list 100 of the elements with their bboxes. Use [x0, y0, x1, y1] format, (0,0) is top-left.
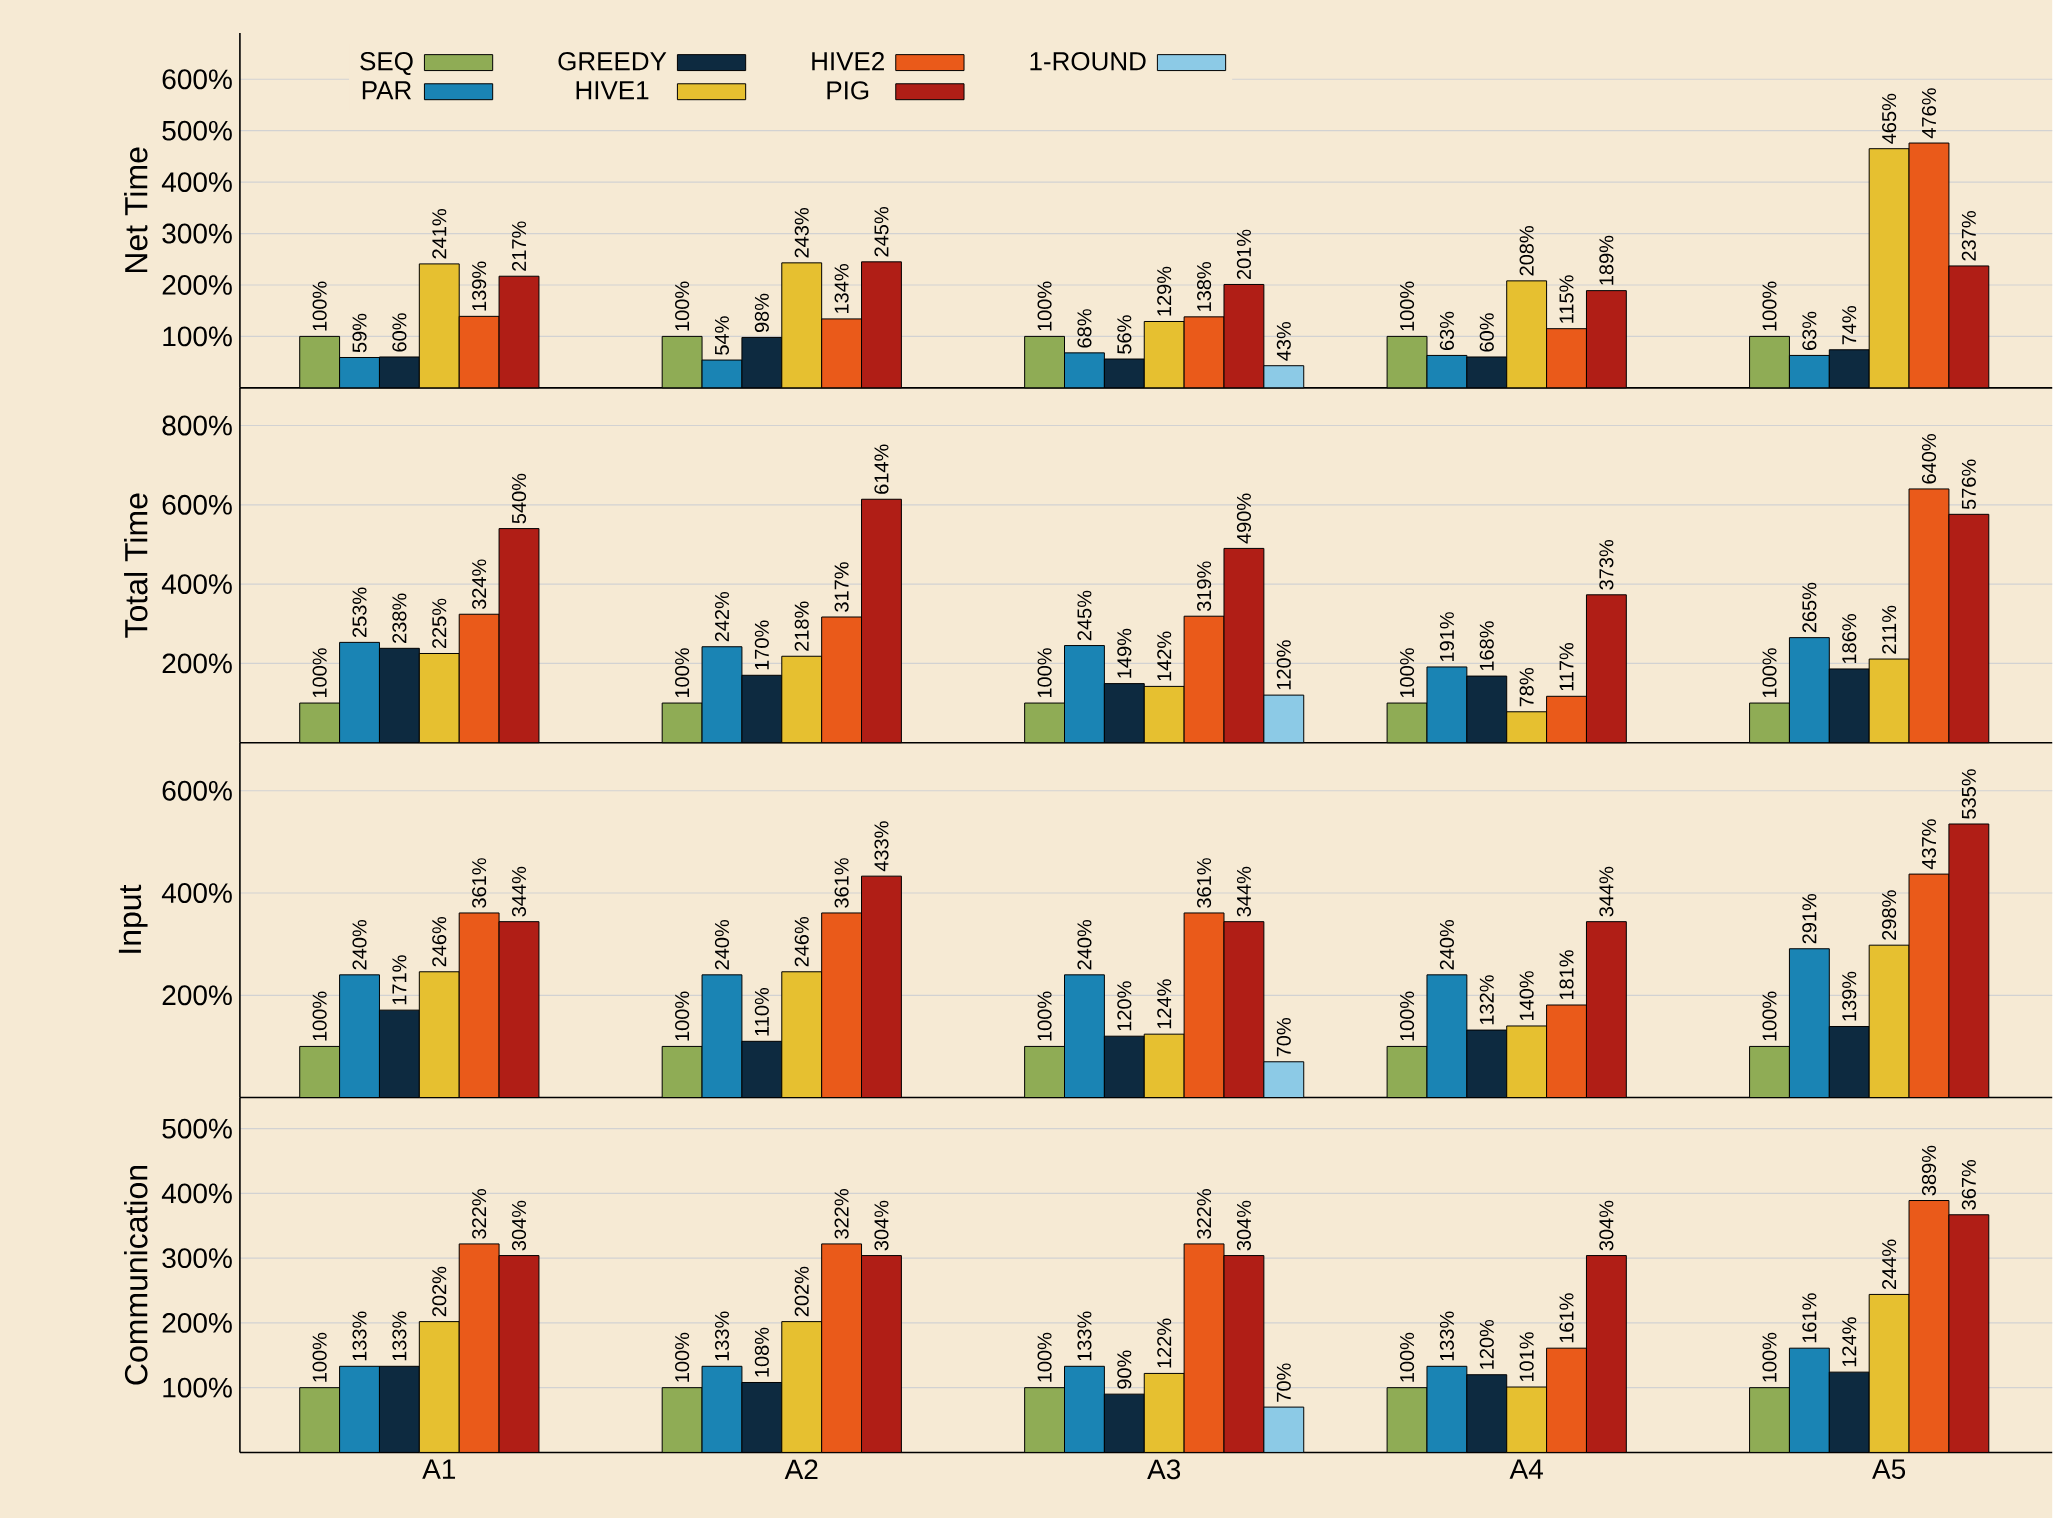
- data-label: 60%: [392, 313, 407, 352]
- data-label: 117%: [1559, 642, 1574, 691]
- data-label: 54%: [714, 316, 730, 355]
- y-tick-label: 200%: [162, 1312, 232, 1333]
- data-label: 100%: [1762, 991, 1777, 1041]
- data-label: 367%: [1961, 1159, 1976, 1210]
- data-label: 238%: [392, 593, 407, 643]
- data-label: 225%: [432, 598, 447, 648]
- data-label: 344%: [1236, 866, 1251, 917]
- data-label: 100%: [1399, 991, 1415, 1041]
- data-label: 110%: [754, 987, 769, 1036]
- data-label: 101%: [1519, 1331, 1534, 1381]
- data-label: 90%: [1117, 1350, 1132, 1389]
- data-label: 133%: [714, 1311, 730, 1361]
- data-label: 149%: [1117, 628, 1132, 678]
- data-label: 100%: [1762, 281, 1777, 331]
- data-label: 319%: [1196, 561, 1212, 611]
- data-label: 133%: [1077, 1311, 1092, 1361]
- y-tick-label: 400%: [161, 1183, 232, 1204]
- y-axis-title: Input: [118, 884, 148, 953]
- data-label: 60%: [1479, 313, 1494, 352]
- data-label: 100%: [1399, 281, 1415, 331]
- data-label: 100%: [675, 1332, 690, 1382]
- y-tick-label: 500%: [162, 120, 232, 141]
- data-label: 120%: [1117, 981, 1132, 1031]
- data-label: 240%: [352, 919, 367, 970]
- data-label: 108%: [754, 1327, 769, 1377]
- y-axis-title: Total Time: [124, 493, 148, 638]
- data-label: 100%: [312, 281, 327, 331]
- y-tick-label: 200%: [162, 274, 232, 295]
- y-tick-label: 500%: [162, 1118, 232, 1139]
- data-label: 246%: [432, 916, 447, 967]
- y-tick-label: 100%: [163, 1377, 232, 1398]
- data-label: 100%: [312, 648, 327, 697]
- data-label: 614%: [874, 444, 889, 494]
- data-label: 243%: [794, 207, 809, 258]
- data-label: 100%: [1399, 1332, 1415, 1382]
- data-label: 304%: [874, 1200, 889, 1251]
- y-axis-title: Communication: [124, 1165, 148, 1385]
- data-label: 170%: [754, 620, 769, 670]
- data-label: 100%: [675, 648, 690, 697]
- data-label: 120%: [1479, 1319, 1494, 1369]
- data-label: 208%: [1519, 225, 1534, 276]
- data-label: 134%: [834, 263, 849, 313]
- data-label: 139%: [1842, 971, 1857, 1021]
- data-label: 246%: [794, 916, 809, 967]
- data-label: 253%: [352, 587, 367, 637]
- y-tick-label: 400%: [161, 171, 232, 192]
- y-tick-label: 300%: [162, 1248, 232, 1268]
- data-label: 161%: [1559, 1293, 1574, 1343]
- data-label: 100%: [1762, 1332, 1777, 1382]
- data-label: 191%: [1439, 611, 1454, 661]
- data-label: 465%: [1882, 93, 1897, 144]
- data-label: 181%: [1559, 949, 1574, 999]
- data-label: 100%: [675, 991, 690, 1041]
- data-label: 100%: [675, 281, 690, 331]
- data-label: 576%: [1961, 459, 1976, 509]
- data-label: 361%: [472, 857, 487, 908]
- data-label: 133%: [352, 1311, 367, 1361]
- data-label: 535%: [1961, 768, 1976, 819]
- data-label: 189%: [1599, 235, 1614, 285]
- data-label: 100%: [1399, 648, 1415, 697]
- data-label: 245%: [874, 206, 889, 257]
- y-tick-label: 400%: [161, 882, 232, 903]
- data-label: 132%: [1479, 975, 1494, 1024]
- data-label: 344%: [1599, 866, 1614, 917]
- x-tick-label: A4: [1509, 1459, 1543, 1479]
- data-label: 304%: [511, 1200, 527, 1251]
- y-tick-label: 200%: [162, 653, 232, 674]
- x-tick-label: A1: [422, 1459, 456, 1479]
- data-label: 59%: [352, 313, 367, 353]
- data-label: 98%: [754, 293, 769, 332]
- data-label: 291%: [1802, 893, 1817, 944]
- data-label: 138%: [1196, 261, 1212, 311]
- x-tick-label: A3: [1147, 1459, 1181, 1480]
- legend-label: HIVE2: [812, 51, 884, 70]
- data-label: 63%: [1802, 311, 1817, 350]
- data-label: 100%: [1037, 281, 1052, 331]
- data-label: 100%: [312, 1332, 327, 1382]
- data-label: 129%: [1157, 266, 1172, 316]
- y-tick-label: 600%: [162, 780, 232, 801]
- data-label: 140%: [1519, 970, 1534, 1020]
- data-label: 218%: [794, 601, 809, 651]
- data-label: 304%: [1599, 1200, 1614, 1251]
- data-label: 161%: [1802, 1293, 1817, 1343]
- data-label: 201%: [1236, 229, 1251, 279]
- data-label: 142%: [1157, 631, 1172, 681]
- legend-label: 1-ROUND: [1030, 51, 1146, 71]
- data-label: 139%: [472, 261, 487, 311]
- data-label: 100%: [1037, 1332, 1052, 1382]
- data-label: 241%: [432, 208, 447, 259]
- data-label: 304%: [1236, 1200, 1251, 1251]
- data-label: 56%: [1117, 315, 1132, 354]
- data-label: 133%: [1439, 1311, 1454, 1361]
- data-label: 298%: [1882, 890, 1897, 940]
- data-label: 100%: [1037, 648, 1052, 697]
- data-label: 124%: [1842, 1317, 1857, 1366]
- data-label: 70%: [1276, 1363, 1291, 1402]
- data-label: 344%: [511, 866, 527, 917]
- legend-label: PIG: [827, 80, 869, 100]
